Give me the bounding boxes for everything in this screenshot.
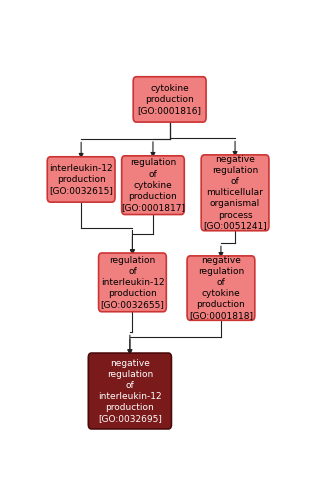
Text: negative
regulation
of
multicellular
organismal
process
[GO:0051241]: negative regulation of multicellular org… [203,155,267,231]
FancyBboxPatch shape [88,353,171,429]
Text: negative
regulation
of
interleukin-12
production
[GO:0032695]: negative regulation of interleukin-12 pr… [98,359,162,423]
Text: cytokine
production
[GO:0001816]: cytokine production [GO:0001816] [138,84,202,115]
FancyBboxPatch shape [99,253,166,312]
Text: regulation
of
cytokine
production
[GO:0001817]: regulation of cytokine production [GO:00… [121,158,185,212]
FancyBboxPatch shape [133,77,206,122]
FancyBboxPatch shape [201,155,269,231]
FancyBboxPatch shape [47,157,115,202]
Text: regulation
of
interleukin-12
production
[GO:0032655]: regulation of interleukin-12 production … [101,256,165,309]
Text: interleukin-12
production
[GO:0032615]: interleukin-12 production [GO:0032615] [49,164,113,195]
Text: negative
regulation
of
cytokine
production
[GO:0001818]: negative regulation of cytokine producti… [189,256,253,320]
FancyBboxPatch shape [122,156,184,214]
FancyBboxPatch shape [187,256,255,320]
